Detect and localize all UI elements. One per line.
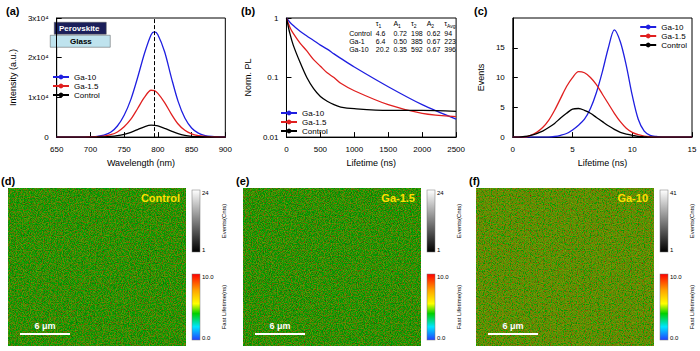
html-text:0.35: 0.35: [393, 46, 407, 54]
svg-text:900: 900: [219, 145, 233, 154]
svg-text:1x10⁴: 1x10⁴: [28, 93, 49, 102]
svg-text:0.0: 0.0: [670, 335, 679, 341]
html-text:0.67: 0.67: [426, 38, 441, 46]
svg-text:5: 5: [500, 103, 505, 112]
svg-text:Ga-1.5: Ga-1.5: [661, 32, 686, 41]
svg-text:0: 0: [511, 145, 516, 154]
svg-text:Fast Lifetime(ns): Fast Lifetime(ns): [221, 285, 227, 330]
svg-text:Glass: Glass: [70, 37, 92, 46]
svg-text:5: 5: [570, 145, 575, 154]
svg-text:6 μm: 6 μm: [34, 321, 55, 331]
svg-text:Lifetime (ns): Lifetime (ns): [347, 158, 397, 168]
svg-text:1500: 1500: [379, 145, 397, 154]
svg-text:Events(Cnts): Events(Cnts): [456, 204, 462, 239]
svg-text:(f): (f): [469, 175, 480, 187]
svg-text:24: 24: [437, 190, 444, 196]
svg-text:2000: 2000: [413, 145, 431, 154]
svg-text:1: 1: [274, 14, 279, 23]
svg-text:0.1: 0.1: [267, 73, 279, 82]
svg-text:Control: Control: [141, 192, 180, 204]
svg-text:Perovskite: Perovskite: [59, 24, 100, 33]
svg-text:(d): (d): [1, 175, 15, 187]
svg-text:Control: Control: [74, 91, 100, 100]
html-text:τ1: τ1: [375, 20, 382, 30]
svg-text:800: 800: [151, 145, 165, 154]
html-text:0.72: 0.72: [393, 30, 407, 38]
svg-text:Control: Control: [302, 127, 328, 136]
svg-text:(b): (b): [241, 5, 255, 17]
svg-text:750: 750: [117, 145, 131, 154]
svg-text:(c): (c): [474, 5, 488, 17]
svg-text:Ga-10: Ga-10: [302, 109, 325, 118]
svg-text:10.0: 10.0: [670, 274, 682, 280]
svg-text:Events(Cnts): Events(Cnts): [689, 204, 695, 239]
svg-text:Control: Control: [661, 41, 687, 50]
svg-text:Norm. PL: Norm. PL: [243, 59, 253, 97]
svg-text:2500: 2500: [447, 145, 465, 154]
html-text:0.67: 0.67: [426, 46, 441, 54]
svg-text:41: 41: [670, 190, 677, 196]
svg-text:3x10⁴: 3x10⁴: [28, 14, 49, 23]
svg-text:10: 10: [496, 73, 505, 82]
html-text:223: 223: [444, 38, 456, 46]
svg-text:Ga-10: Ga-10: [661, 23, 684, 32]
html-text:4.6: 4.6: [375, 30, 386, 38]
svg-text:(e): (e): [236, 175, 250, 187]
svg-text:0.01: 0.01: [263, 133, 279, 142]
svg-text:24: 24: [202, 190, 209, 196]
html-text:Ga-10: Ga-10: [349, 46, 369, 54]
svg-text:850: 850: [185, 145, 199, 154]
svg-text:(a): (a): [6, 5, 20, 17]
html-text:τ2: τ2: [411, 20, 417, 30]
svg-text:650: 650: [50, 145, 64, 154]
svg-text:1: 1: [670, 247, 674, 253]
svg-text:10.0: 10.0: [202, 274, 214, 280]
svg-text:Ga-10: Ga-10: [74, 73, 97, 82]
html-text:20.2: 20.2: [375, 46, 390, 54]
svg-text:Ga-10: Ga-10: [617, 192, 648, 204]
svg-text:10: 10: [628, 145, 637, 154]
svg-text:Fast Lifetime(ns): Fast Lifetime(ns): [456, 285, 462, 330]
svg-text:Fast Lifetime(ns): Fast Lifetime(ns): [689, 285, 695, 330]
svg-text:Intensity (a.u.): Intensity (a.u.): [8, 49, 18, 106]
html-text:396: 396: [444, 46, 456, 54]
svg-text:0: 0: [44, 133, 49, 142]
svg-text:15: 15: [688, 145, 697, 154]
svg-text:2x10⁴: 2x10⁴: [28, 53, 49, 62]
svg-text:1000: 1000: [345, 145, 363, 154]
svg-text:Events: Events: [476, 63, 486, 91]
html-text:0.62: 0.62: [426, 30, 441, 38]
html-text:6.4: 6.4: [375, 38, 386, 46]
svg-text:Wavelength (nm): Wavelength (nm): [107, 158, 175, 168]
html-text:0.50: 0.50: [393, 38, 407, 46]
svg-text:6 μm: 6 μm: [269, 321, 290, 331]
svg-text:10.0: 10.0: [437, 274, 449, 280]
svg-text:1: 1: [437, 247, 441, 253]
html-text:94: 94: [444, 30, 453, 38]
svg-text:6 μm: 6 μm: [502, 321, 523, 331]
svg-text:Ga-1.5: Ga-1.5: [74, 82, 99, 91]
svg-text:0.0: 0.0: [202, 335, 211, 341]
html-text:385: 385: [411, 38, 423, 46]
html-text:τAvg: τAvg: [444, 20, 456, 30]
svg-text:Events(Cnts): Events(Cnts): [221, 204, 227, 239]
svg-text:Lifetime (ns): Lifetime (ns): [578, 158, 628, 168]
svg-text:500: 500: [314, 145, 328, 154]
svg-text:Ga-1.5: Ga-1.5: [381, 192, 415, 204]
html-text:A1: A1: [393, 20, 401, 30]
svg-text:1: 1: [202, 247, 206, 253]
svg-text:Ga-1.5: Ga-1.5: [302, 118, 327, 127]
html-text:A2: A2: [426, 20, 435, 30]
svg-text:0: 0: [284, 145, 289, 154]
html-text:Control: Control: [349, 30, 372, 38]
svg-text:700: 700: [84, 145, 98, 154]
html-text:Ga-1: Ga-1: [349, 38, 365, 46]
svg-text:15: 15: [496, 43, 505, 52]
svg-text:0: 0: [500, 133, 505, 142]
html-text:592: 592: [411, 46, 423, 54]
html-text:198: 198: [411, 30, 423, 38]
svg-text:0.0: 0.0: [437, 335, 446, 341]
